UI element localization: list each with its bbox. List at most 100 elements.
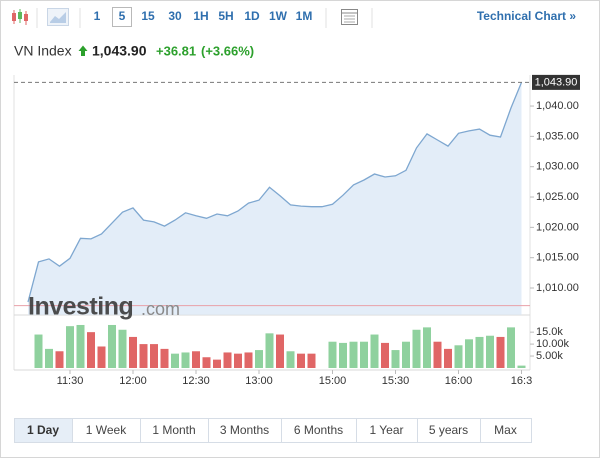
volume-bar (339, 342, 347, 368)
x-tick-label: 16:00 (445, 375, 473, 387)
price-line (27, 82, 523, 303)
range-tab[interactable]: 1 Day (27, 423, 59, 437)
price: 1,043.90 (92, 43, 147, 59)
interval-button[interactable]: 5H (218, 9, 233, 23)
y-tick-label: 1,015.00 (536, 252, 579, 264)
range-tab-bg (140, 418, 209, 443)
interval-button[interactable]: 1M (296, 9, 313, 23)
range-tab[interactable]: 1 Week (86, 423, 127, 437)
volume-bar (360, 341, 368, 368)
volume-bar (76, 324, 85, 368)
volume-bar (97, 346, 106, 368)
interval-button[interactable]: 1D (244, 9, 260, 23)
volume-bar (307, 353, 316, 368)
volume-bar (517, 365, 526, 368)
volume-bar (265, 333, 274, 368)
volume-bar (45, 348, 53, 368)
range-tab-bg (14, 418, 73, 443)
range-tab-bg (480, 418, 532, 443)
volume-bar (139, 344, 148, 368)
volume-bar (454, 345, 463, 368)
volume-bar (349, 341, 358, 368)
volume-bar (150, 344, 158, 368)
range-tab[interactable]: 1 Month (152, 423, 195, 437)
volume-bar (465, 339, 473, 368)
volume-bar (223, 352, 232, 368)
range-tab-bg (281, 418, 357, 443)
plot: 1,010.00 1,015.00 1,020.00 1,025.00 1,030.00… (14, 74, 580, 387)
range-tabs: 1 Day 1 Week 1 Month 3 Months 6 Months 1 Year… (14, 418, 532, 443)
change-percent: (+3.66%) (201, 43, 254, 58)
range-tab[interactable]: 6 Months (294, 423, 343, 437)
interval-button[interactable]: 1H (193, 9, 208, 23)
volume-bar (244, 352, 253, 368)
volume-bar (202, 357, 211, 368)
y-tick-label: 1,025.00 (536, 191, 579, 203)
x-tick-label: 13:00 (245, 375, 273, 387)
volume-bar (66, 326, 74, 368)
range-tab-bg (417, 418, 481, 443)
interval-button[interactable]: 30 (168, 9, 182, 23)
volume-bar (370, 334, 379, 368)
volume-bar (328, 341, 337, 368)
y-tick-label: 1,040.00 (536, 100, 579, 112)
volume-bar (181, 352, 190, 368)
volume-bar (108, 324, 116, 368)
y-tick-label: 10.00k (536, 338, 570, 350)
candle-icon[interactable] (12, 9, 28, 25)
change: +36.81 (156, 43, 196, 58)
x-tick-label: 15:00 (319, 375, 347, 387)
volume-bar (171, 353, 179, 368)
volume-bar (255, 350, 263, 368)
range-tab[interactable]: Max (494, 423, 517, 437)
x-tick-label: 15:30 (382, 375, 410, 387)
volume-bar (486, 335, 494, 368)
volume-bar (160, 348, 169, 368)
interval-button[interactable]: 5 (119, 9, 126, 23)
volume-bar (475, 336, 484, 368)
volume-bar (412, 329, 421, 368)
volume-bar (402, 341, 410, 368)
volume-bar (276, 334, 284, 368)
volume-bar (496, 336, 505, 368)
up-arrow (78, 45, 88, 56)
volume-bar (34, 334, 43, 368)
volume-bar (118, 329, 127, 368)
interval-button[interactable]: 15 (141, 9, 155, 23)
volume-bar (192, 351, 200, 368)
index-name: VN Index (14, 43, 72, 59)
y-tick-label: 1,020.00 (536, 221, 579, 233)
volume-bar (433, 341, 442, 368)
volume-bar (213, 359, 221, 368)
x-tick-label: 12:00 (119, 375, 147, 387)
volume-bar (234, 353, 242, 368)
interval-button[interactable]: 1W (269, 9, 288, 23)
watermark-brand: Investing (28, 293, 133, 321)
area-fill (28, 82, 522, 315)
interval-button[interactable]: 1 (94, 9, 101, 23)
volume-bar (507, 327, 515, 368)
y-tick-label: 1,010.00 (536, 282, 579, 294)
volume-bar (423, 327, 431, 368)
range-tab[interactable]: 1 Year (369, 423, 403, 437)
volume-bar (129, 336, 137, 368)
x-tick-label: 16:3 (511, 375, 532, 387)
volume-bar (444, 348, 452, 368)
technical-chart-link[interactable]: Technical Chart » (477, 9, 576, 23)
range-tab-bg (356, 418, 418, 443)
table-icon[interactable] (341, 9, 358, 25)
x-tick-label: 11:30 (57, 375, 84, 387)
y-tick-label: 1,035.00 (536, 130, 579, 142)
range-tab-bg (72, 418, 141, 443)
y-tick-label: 5.00k (536, 350, 563, 362)
x-tick-label: 12:30 (182, 375, 210, 387)
last-price-box (532, 74, 580, 90)
range-tab[interactable]: 3 Months (220, 423, 269, 437)
area-icon[interactable] (47, 8, 69, 26)
y-tick-label: 1,030.00 (536, 161, 579, 173)
y-tick-label: 15.0k (536, 326, 563, 338)
range-tab[interactable]: 5 years (429, 423, 468, 437)
volume-bar (391, 350, 400, 368)
volume-bar (87, 332, 95, 368)
